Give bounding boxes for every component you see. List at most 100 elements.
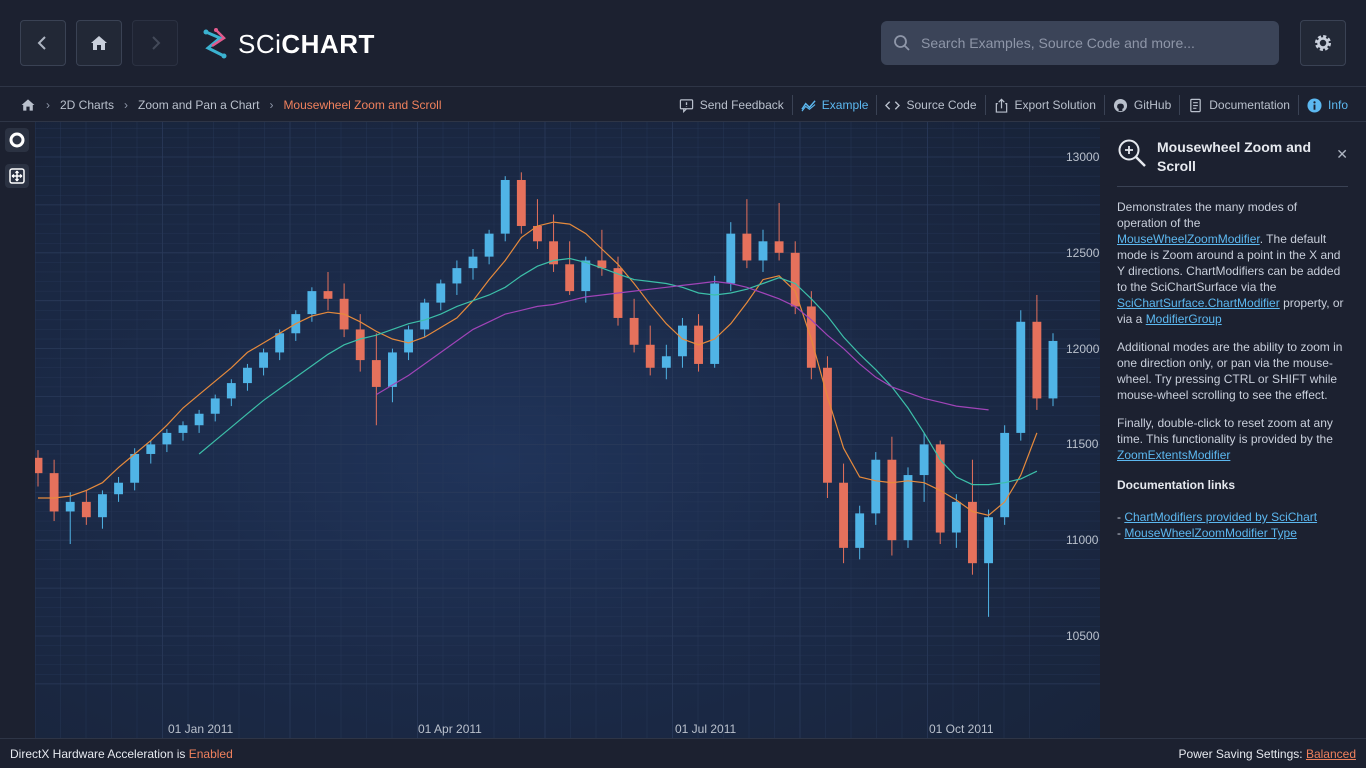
candle xyxy=(533,199,542,249)
send-feedback-button[interactable]: Send Feedback xyxy=(671,95,792,115)
x-tick-label: 01 Apr 2011 xyxy=(418,722,482,736)
candle xyxy=(678,317,687,368)
back-button[interactable] xyxy=(20,20,66,66)
chevron-right-icon: › xyxy=(124,98,129,112)
candle-body xyxy=(629,317,639,345)
candle-body xyxy=(903,475,913,541)
info-icon xyxy=(1307,97,1322,113)
documentation-links-heading: Documentation links xyxy=(1117,478,1236,492)
candle xyxy=(162,429,172,453)
chevron-left-icon xyxy=(37,36,46,50)
candle-body xyxy=(678,325,687,357)
candle-body xyxy=(661,356,671,368)
candle-body xyxy=(839,482,848,548)
candle-body xyxy=(81,501,91,518)
candle xyxy=(452,260,462,295)
candle xyxy=(468,248,478,280)
zoom-icon xyxy=(1118,139,1146,167)
home-icon xyxy=(91,36,107,50)
candle-body xyxy=(33,457,43,474)
home-button[interactable] xyxy=(76,20,122,66)
candle-body xyxy=(919,444,929,476)
candle xyxy=(243,363,252,391)
zoom-extents-button[interactable] xyxy=(5,128,29,152)
candle-body xyxy=(710,283,720,364)
source-code-tab[interactable]: Source Code xyxy=(876,95,984,115)
moving-average-mid-line xyxy=(198,257,1038,486)
candle-body xyxy=(307,291,317,315)
candle-body xyxy=(243,367,252,384)
candle xyxy=(806,291,816,380)
power-saving-link[interactable]: Balanced xyxy=(1305,747,1356,761)
candle xyxy=(984,509,993,617)
candle xyxy=(371,333,381,426)
github-button[interactable]: GitHub xyxy=(1103,95,1179,115)
info-tab[interactable]: Info xyxy=(1297,95,1356,115)
candle xyxy=(774,202,784,261)
documentation-button[interactable]: Documentation xyxy=(1179,95,1298,115)
top-bar: SCiCHART xyxy=(0,0,1366,87)
candle xyxy=(1048,333,1058,407)
candle xyxy=(758,229,768,272)
candle-body xyxy=(742,233,752,261)
breadcrumb-item-2d-charts[interactable]: 2D Charts xyxy=(60,98,115,112)
candle xyxy=(178,421,188,441)
candle-body xyxy=(259,352,268,368)
description-paragraph-2: Additional modes are the ability to zoom… xyxy=(1117,340,1343,402)
grid-lines xyxy=(34,122,1100,738)
zoomextentsmodifier-link[interactable]: ZoomExtentsModifier xyxy=(1117,448,1231,462)
chartmodifier-link[interactable]: SciChartSurface.ChartModifier xyxy=(1117,296,1280,310)
candle xyxy=(1032,294,1042,410)
export-solution-button[interactable]: Export Solution xyxy=(984,95,1104,115)
candle-body xyxy=(49,473,59,512)
chart-toolbar xyxy=(0,122,35,738)
scichart-logo[interactable]: SCiCHART xyxy=(202,24,375,64)
candle-body xyxy=(484,233,494,257)
modifiergroup-link[interactable]: ModifierGroup xyxy=(1145,312,1222,326)
candle-body xyxy=(452,268,462,284)
candle xyxy=(1016,310,1026,441)
candle xyxy=(694,314,703,372)
candle xyxy=(726,222,736,292)
export-icon xyxy=(995,98,1007,113)
forward-button[interactable] xyxy=(132,20,178,66)
candle-body xyxy=(984,517,993,564)
candle xyxy=(565,241,575,295)
y-tick-label: 12000 xyxy=(1066,341,1100,356)
x-tick-label: 01 Oct 2011 xyxy=(929,722,994,736)
chart-line-icon xyxy=(801,99,816,111)
x-tick-label: 01 Jul 2011 xyxy=(675,722,737,736)
settings-button[interactable] xyxy=(1300,20,1346,66)
pan-button[interactable] xyxy=(5,164,29,188)
candle xyxy=(323,271,333,311)
candle-body xyxy=(226,383,236,399)
candle xyxy=(710,275,720,368)
doc-link-mousewheelzoommodifier[interactable]: MouseWheelZoomModifier Type xyxy=(1124,526,1297,540)
candle-body xyxy=(516,179,526,226)
breadcrumb: › 2D Charts › Zoom and Pan a Chart › Mou… xyxy=(20,88,442,122)
breadcrumb-item-zoom-pan[interactable]: Zoom and Pan a Chart xyxy=(138,98,260,112)
gear-icon xyxy=(1315,35,1331,51)
candle-body xyxy=(130,453,140,483)
candle xyxy=(226,379,236,407)
candle xyxy=(823,356,832,499)
search-input[interactable] xyxy=(921,35,1261,51)
doc-link-chartmodifiers[interactable]: ChartModifiers provided by SciChart xyxy=(1124,510,1318,524)
search-box[interactable] xyxy=(881,21,1279,65)
candle xyxy=(65,492,75,545)
candle-body xyxy=(1000,432,1010,518)
candle-body xyxy=(726,233,736,284)
chart-surface[interactable] xyxy=(0,122,1100,738)
example-tab[interactable]: Example xyxy=(791,95,877,115)
candle-body xyxy=(323,291,333,299)
candle-body xyxy=(146,444,156,454)
close-icon[interactable]: ✕ xyxy=(1336,146,1348,162)
candle-body xyxy=(549,241,558,265)
mousewheelzoommodifier-link[interactable]: MouseWheelZoomModifier xyxy=(1117,232,1260,246)
candle xyxy=(33,450,43,487)
candlestick-chart[interactable] xyxy=(0,122,1100,738)
home-icon[interactable] xyxy=(20,97,36,113)
candle-body xyxy=(871,459,881,514)
candle-body xyxy=(388,352,397,387)
info-panel: Mousewheel Zoom and Scroll ✕ Demonstrate… xyxy=(1100,122,1366,738)
